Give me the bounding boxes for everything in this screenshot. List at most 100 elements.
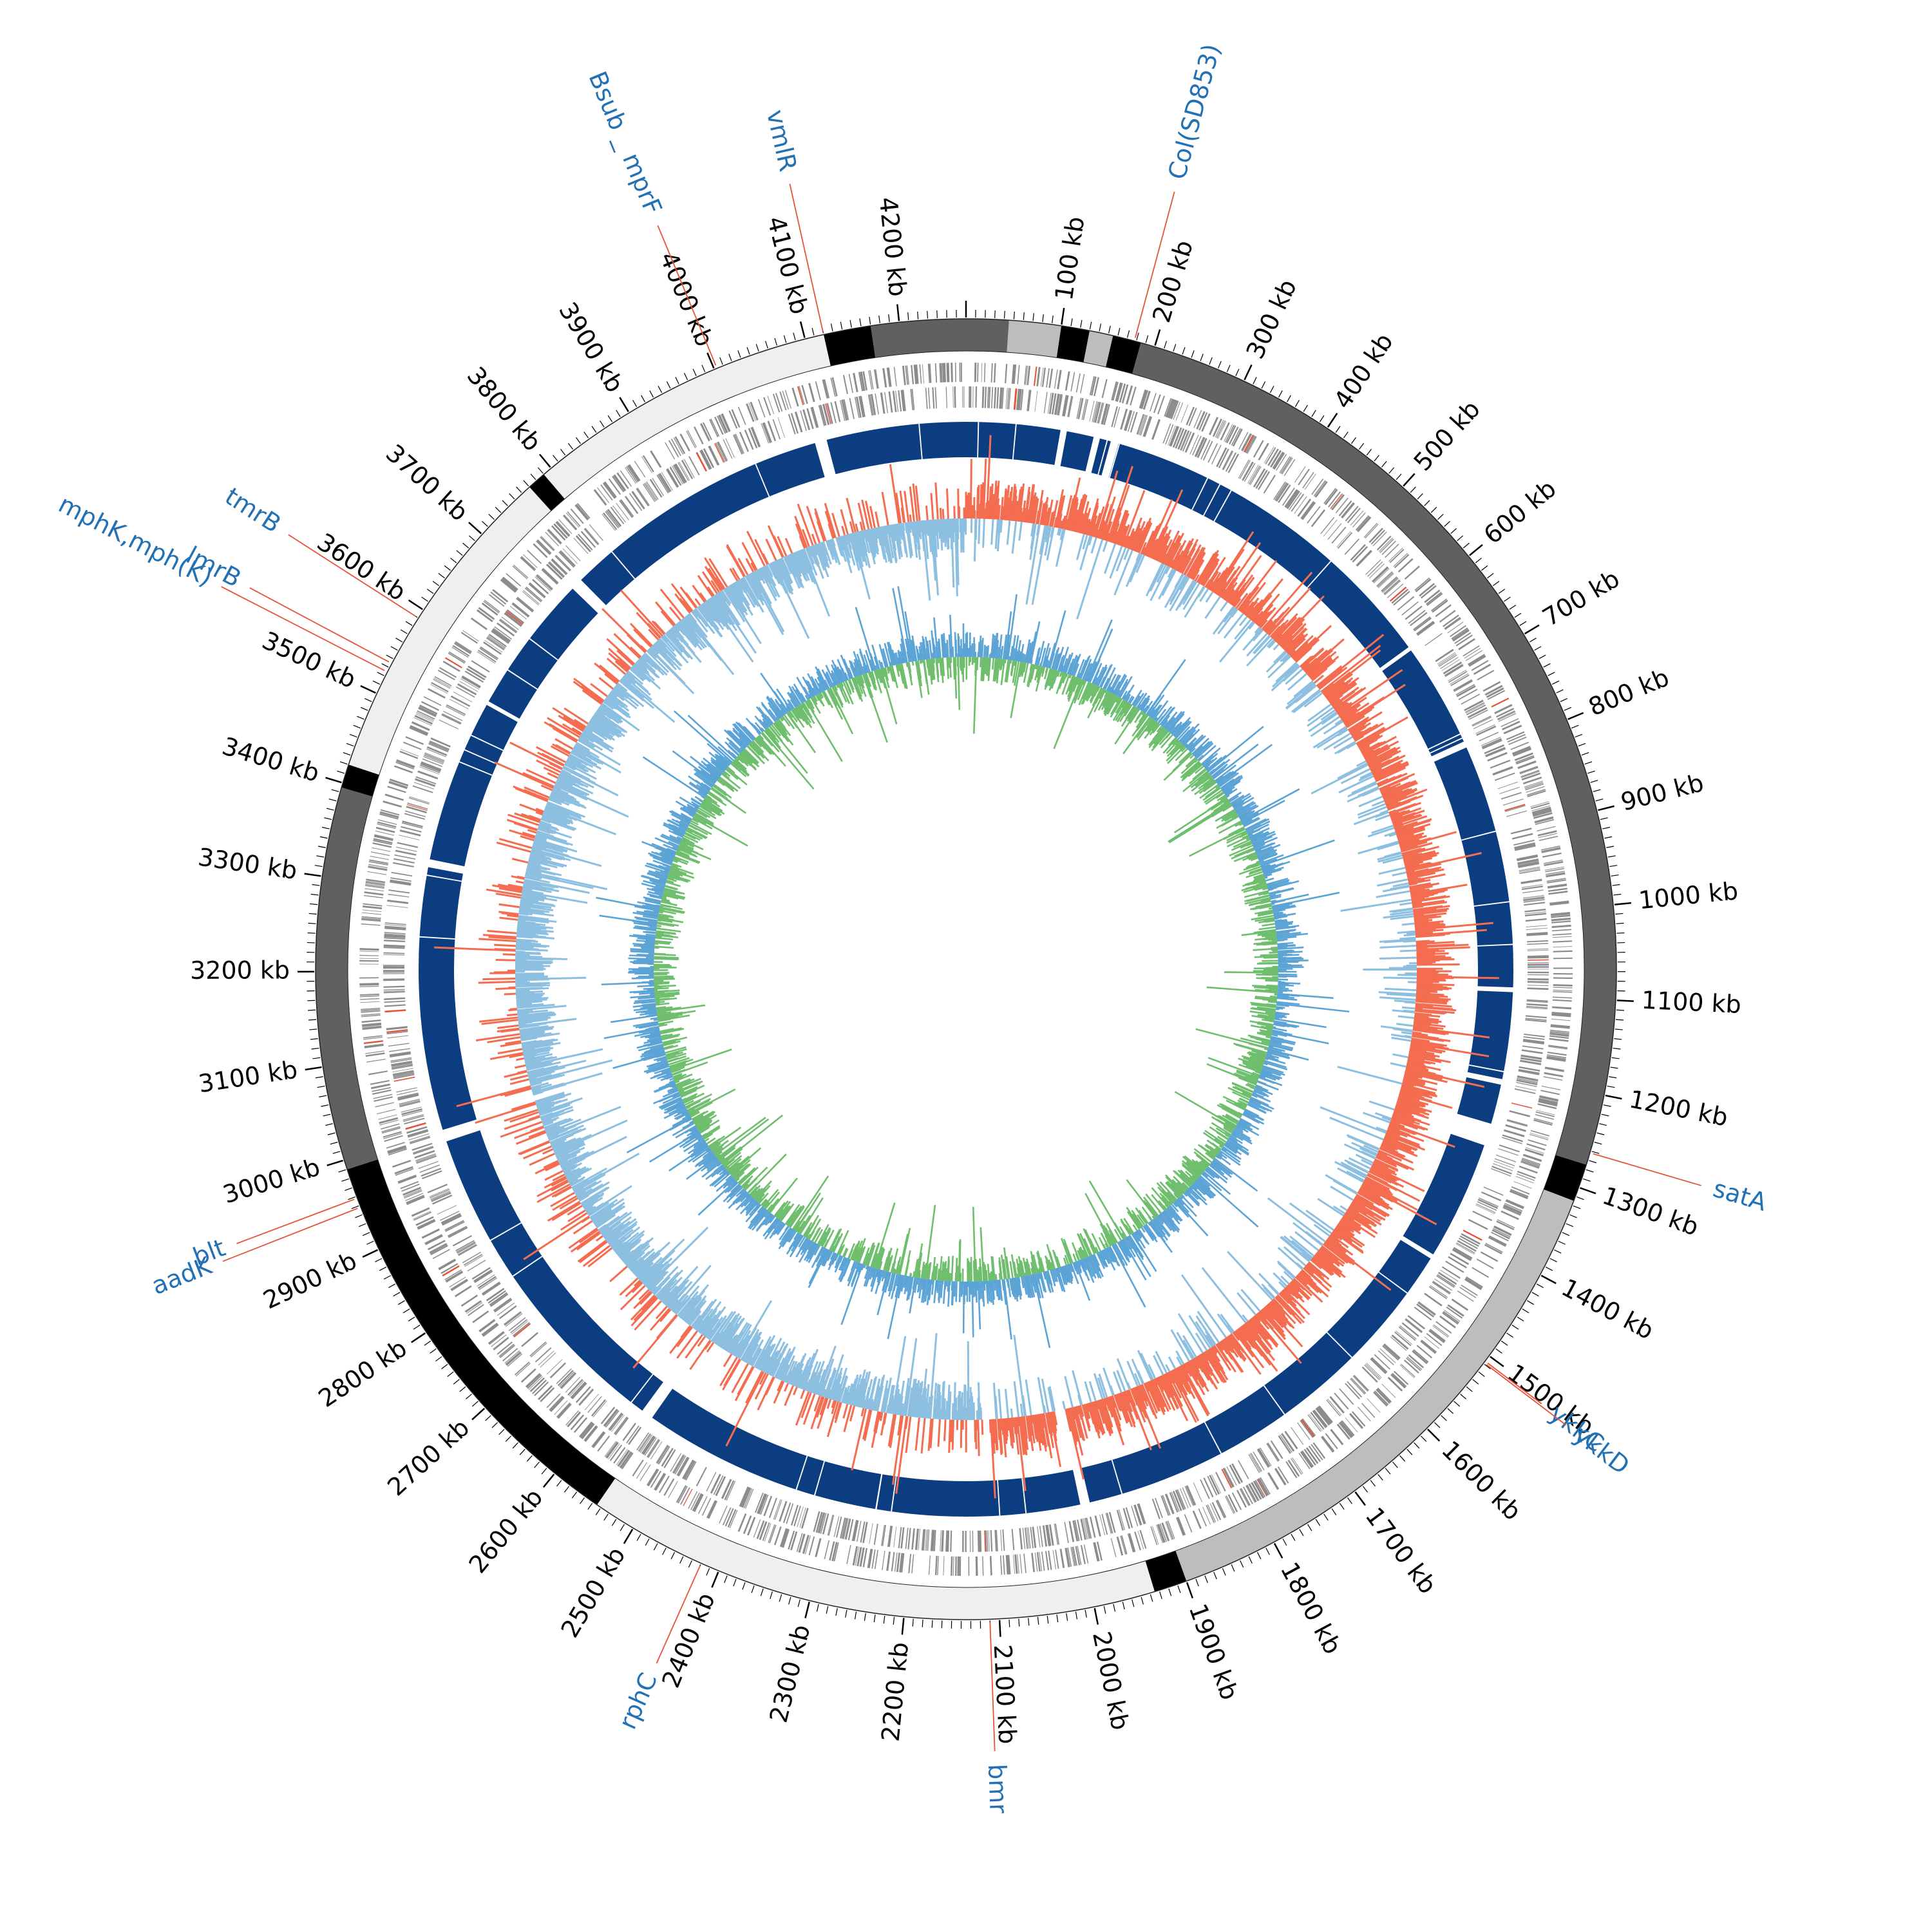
cds-feature xyxy=(1553,989,1573,991)
minor-tick xyxy=(383,1275,392,1280)
cds-feature xyxy=(1017,1554,1019,1574)
cds-feature xyxy=(1387,583,1404,598)
tick-label: 4200 kb xyxy=(874,196,913,298)
cds-feature xyxy=(670,439,681,457)
minor-tick xyxy=(316,855,325,858)
gc-skew-bar xyxy=(1189,1359,1206,1387)
gc-skew-bar xyxy=(1372,761,1401,777)
cds-feature xyxy=(1090,376,1097,396)
cds-feature xyxy=(1483,1186,1504,1196)
cds-feature xyxy=(1528,1139,1547,1146)
cds-feature xyxy=(365,880,385,885)
cds-feature xyxy=(921,1529,925,1551)
cds-feature xyxy=(985,1530,987,1552)
gc-skew-bar xyxy=(1332,1205,1346,1215)
cds-feature xyxy=(886,367,891,387)
cds-feature xyxy=(1544,1068,1564,1072)
cds-feature xyxy=(1434,1278,1453,1291)
gc-skew-bar xyxy=(1416,934,1445,938)
gc-skew-bar xyxy=(1090,537,1097,554)
cds-feature xyxy=(1517,858,1539,864)
cds-feature xyxy=(478,1319,496,1332)
cds-feature xyxy=(1379,1348,1396,1363)
cds-feature xyxy=(430,1191,451,1201)
gc-skew-bar xyxy=(1140,542,1147,554)
cds-feature xyxy=(1455,634,1473,647)
cds-feature xyxy=(384,793,404,801)
cds-feature xyxy=(1126,385,1133,405)
cds-feature xyxy=(1461,1233,1481,1245)
cds-feature xyxy=(360,998,380,1000)
gc-skew-bar xyxy=(831,1400,837,1414)
cds-feature xyxy=(858,396,864,417)
gc-skew-bar xyxy=(585,1206,594,1212)
cds-feature xyxy=(551,558,567,576)
minor-tick xyxy=(571,1492,578,1499)
gc-skew-bar xyxy=(981,1419,984,1435)
gc-skew-bar xyxy=(1175,1367,1189,1392)
cds-feature xyxy=(529,1377,545,1392)
cds-feature xyxy=(462,1251,482,1264)
gc-skew-bar xyxy=(1197,586,1206,598)
cds-feature xyxy=(1202,440,1213,461)
cds-feature xyxy=(1512,747,1531,756)
gc-skew-bar xyxy=(1234,619,1252,640)
cds-feature xyxy=(1245,1485,1256,1503)
cds-feature xyxy=(412,721,430,731)
cds-feature xyxy=(1011,1528,1015,1551)
cds-feature xyxy=(1537,826,1556,832)
cds-feature xyxy=(1439,610,1456,623)
cds-feature xyxy=(1526,925,1548,927)
cds-feature xyxy=(573,1417,587,1434)
gc-skew-bar xyxy=(999,520,1003,533)
gc-skew-bar xyxy=(813,1395,821,1412)
gc-skew-bar xyxy=(1301,648,1325,670)
cds-feature xyxy=(799,386,805,405)
cds-feature xyxy=(1393,553,1408,567)
minor-tick xyxy=(1396,473,1402,480)
cds-feature xyxy=(1498,1148,1519,1156)
cds-feature xyxy=(713,1475,724,1495)
minor-tick xyxy=(733,1578,737,1587)
cds-feature xyxy=(1551,1018,1571,1021)
cds-feature xyxy=(1030,1527,1034,1549)
cds-feature xyxy=(1457,1290,1474,1302)
gc-skew-bar xyxy=(1125,553,1142,587)
cds-feature xyxy=(384,922,406,925)
minor-tick xyxy=(450,558,457,564)
cds-feature xyxy=(674,1455,687,1475)
gc-skew-bar xyxy=(1335,702,1349,713)
cds-feature xyxy=(1150,393,1157,412)
gc-skew-bar xyxy=(1195,1332,1208,1351)
minor-tick xyxy=(488,514,495,520)
cds-feature xyxy=(1527,965,1549,966)
gc-skew-bar xyxy=(1294,1276,1323,1303)
gc-skew-bar xyxy=(937,1419,941,1447)
cds-feature xyxy=(1526,1006,1548,1009)
cds-feature xyxy=(796,1533,803,1552)
cds-feature xyxy=(1527,987,1549,990)
cds-feature xyxy=(1524,1033,1546,1037)
gc-skew-bar xyxy=(670,1293,686,1311)
minor-tick xyxy=(830,323,833,332)
cds-feature xyxy=(892,390,897,412)
gc-skew-bar xyxy=(1031,496,1038,524)
gc-skew-bar xyxy=(1408,878,1425,884)
cds-feature xyxy=(721,1479,731,1499)
cds-feature xyxy=(616,472,629,489)
cds-feature xyxy=(1527,971,1549,974)
cds-feature xyxy=(1521,772,1541,781)
gc-skew-bar xyxy=(1401,1082,1414,1087)
gc-skew-bar xyxy=(1346,715,1365,728)
cds-feature xyxy=(570,508,584,524)
cds-feature xyxy=(1068,1520,1075,1542)
major-tick xyxy=(1427,1428,1441,1442)
gc-skew-bar xyxy=(851,1408,867,1471)
cds-feature xyxy=(642,455,654,473)
cds-feature xyxy=(388,893,410,898)
gc-skew-bar xyxy=(1413,913,1425,917)
cds-feature xyxy=(498,1305,517,1320)
cds-feature xyxy=(1161,1522,1170,1542)
cds-feature xyxy=(1516,1173,1535,1181)
cds-feature xyxy=(1164,1494,1173,1515)
